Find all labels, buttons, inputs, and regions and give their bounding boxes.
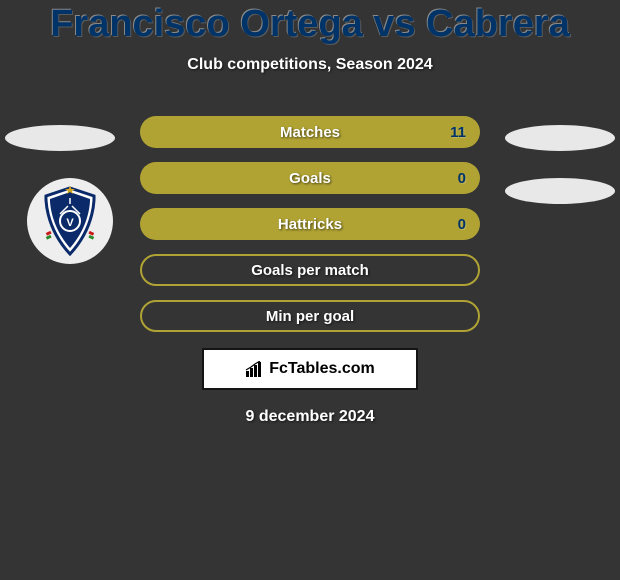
stat-label: Goals per match — [251, 262, 369, 279]
page-title: Francisco Ortega vs Cabrera — [0, 3, 620, 46]
date-text: 9 december 2024 — [0, 408, 620, 426]
stat-label: Matches — [280, 124, 340, 141]
stat-row-hattricks: Hattricks 0 — [0, 208, 620, 240]
stat-pill: Hattricks 0 — [140, 208, 480, 240]
stat-value: 0 — [458, 170, 466, 187]
stat-row-goals-per-match: Goals per match — [0, 254, 620, 286]
stat-value: 11 — [450, 124, 466, 141]
stat-pill: Goals 0 — [140, 162, 480, 194]
stats-bars: Matches 11 Goals 0 Hattricks 0 Goals per… — [0, 116, 620, 332]
stat-label: Min per goal — [266, 308, 354, 325]
stat-value: 0 — [458, 216, 466, 233]
stat-label: Hattricks — [278, 216, 342, 233]
chart-icon — [245, 361, 263, 377]
infographic-container: Francisco Ortega vs Cabrera Club competi… — [0, 0, 620, 426]
brand-text: FcTables.com — [269, 360, 375, 378]
stat-pill: Goals per match — [140, 254, 480, 286]
stat-row-matches: Matches 11 — [0, 116, 620, 148]
stat-pill: Matches 11 — [140, 116, 480, 148]
stat-label: Goals — [289, 170, 331, 187]
branding-box: FcTables.com — [202, 348, 418, 390]
subtitle: Club competitions, Season 2024 — [0, 56, 620, 74]
stat-row-min-per-goal: Min per goal — [0, 300, 620, 332]
stat-pill: Min per goal — [140, 300, 480, 332]
stat-row-goals: Goals 0 — [0, 162, 620, 194]
